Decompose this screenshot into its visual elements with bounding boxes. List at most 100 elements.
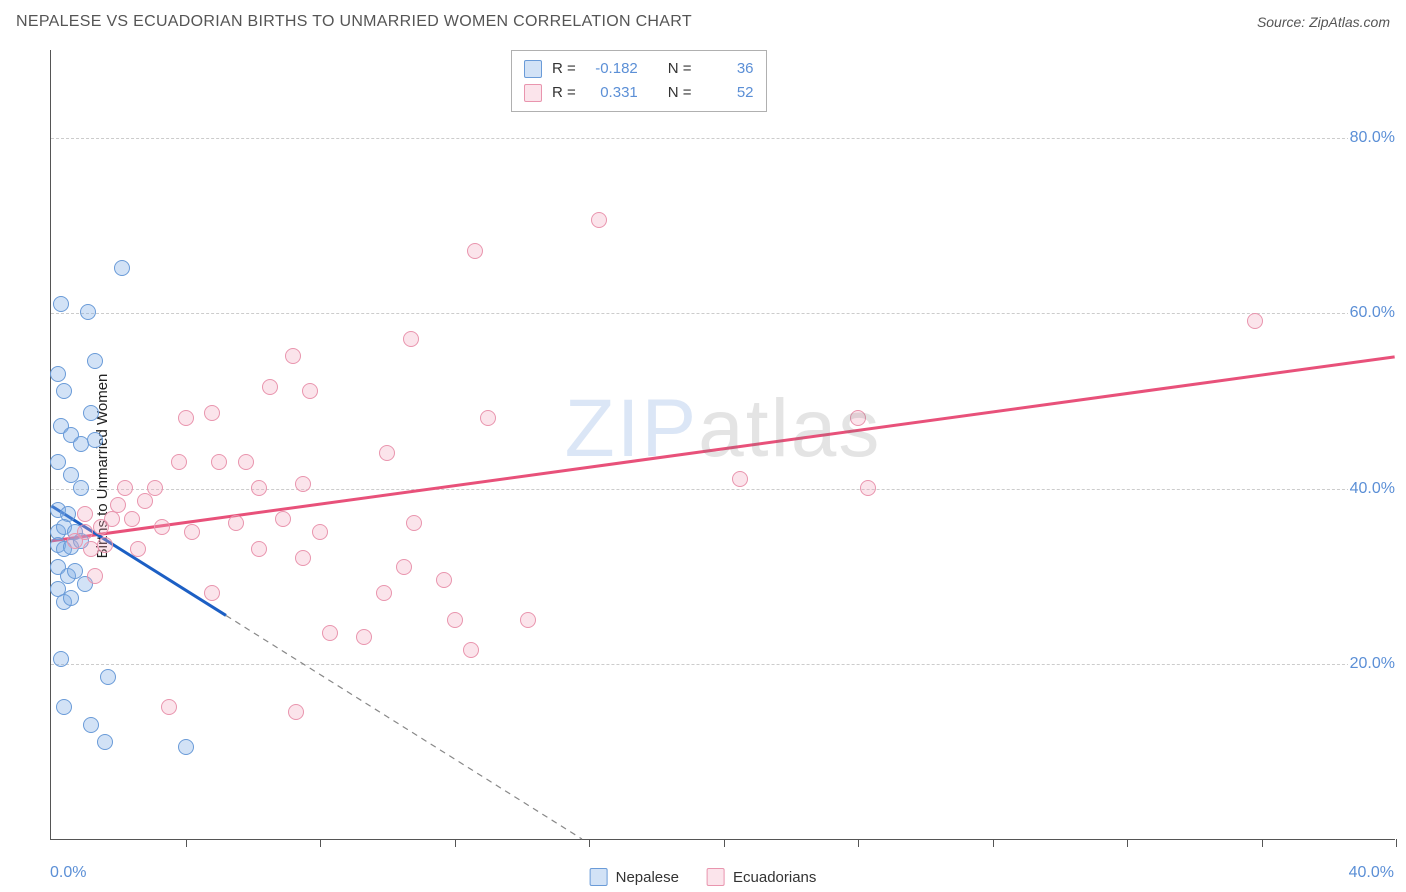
scatter-point-ecuadorians <box>124 511 140 527</box>
scatter-point-ecuadorians <box>77 506 93 522</box>
x-tick <box>1262 839 1263 847</box>
x-tick <box>858 839 859 847</box>
scatter-point-nepalese <box>178 739 194 755</box>
plot-region: R = -0.182 N = 36 R = 0.331 N = 52 ZIPat… <box>50 50 1395 840</box>
r-label: R = <box>552 57 576 81</box>
scatter-point-ecuadorians <box>154 519 170 535</box>
nepalese-r-value: -0.182 <box>586 57 638 81</box>
scatter-point-ecuadorians <box>87 568 103 584</box>
scatter-point-ecuadorians <box>520 612 536 628</box>
scatter-point-ecuadorians <box>288 704 304 720</box>
scatter-point-ecuadorians <box>302 383 318 399</box>
scatter-point-ecuadorians <box>110 497 126 513</box>
scatter-point-nepalese <box>87 432 103 448</box>
x-tick <box>320 839 321 847</box>
scatter-point-nepalese <box>100 669 116 685</box>
scatter-point-ecuadorians <box>171 454 187 470</box>
legend-item-ecuadorians: Ecuadorians <box>707 868 816 886</box>
scatter-point-ecuadorians <box>403 331 419 347</box>
legend-label-ecuadorians: Ecuadorians <box>733 869 816 886</box>
scatter-point-ecuadorians <box>480 410 496 426</box>
scatter-point-ecuadorians <box>436 572 452 588</box>
scatter-point-ecuadorians <box>447 612 463 628</box>
scatter-point-ecuadorians <box>184 524 200 540</box>
x-tick <box>993 839 994 847</box>
x-axis-min-label: 0.0% <box>50 864 86 882</box>
legend-item-nepalese: Nepalese <box>590 868 679 886</box>
r-label: R = <box>552 81 576 105</box>
scatter-point-ecuadorians <box>117 480 133 496</box>
scatter-point-nepalese <box>50 366 66 382</box>
scatter-point-ecuadorians <box>396 559 412 575</box>
scatter-point-ecuadorians <box>161 699 177 715</box>
scatter-point-nepalese <box>56 383 72 399</box>
stats-row-ecuadorians: R = 0.331 N = 52 <box>524 81 754 105</box>
scatter-point-ecuadorians <box>322 625 338 641</box>
ecuadorians-n-value: 52 <box>702 81 754 105</box>
n-label: N = <box>668 57 692 81</box>
scatter-point-ecuadorians <box>137 493 153 509</box>
scatter-point-ecuadorians <box>204 585 220 601</box>
scatter-point-ecuadorians <box>238 454 254 470</box>
scatter-point-nepalese <box>80 304 96 320</box>
scatter-point-ecuadorians <box>67 533 83 549</box>
trend-line <box>226 615 582 839</box>
x-tick <box>589 839 590 847</box>
scatter-point-nepalese <box>83 717 99 733</box>
scatter-point-ecuadorians <box>376 585 392 601</box>
scatter-point-nepalese <box>63 590 79 606</box>
trend-line <box>51 357 1394 541</box>
x-tick <box>186 839 187 847</box>
chart-title: NEPALESE VS ECUADORIAN BIRTHS TO UNMARRI… <box>16 13 692 31</box>
scatter-point-nepalese <box>97 734 113 750</box>
bottom-legend: Nepalese Ecuadorians <box>590 868 817 886</box>
scatter-point-nepalese <box>73 480 89 496</box>
scatter-point-ecuadorians <box>312 524 328 540</box>
scatter-point-ecuadorians <box>379 445 395 461</box>
scatter-point-ecuadorians <box>228 515 244 531</box>
source-attribution: Source: ZipAtlas.com <box>1257 14 1390 30</box>
scatter-point-ecuadorians <box>285 348 301 364</box>
scatter-point-ecuadorians <box>1247 313 1263 329</box>
scatter-point-ecuadorians <box>356 629 372 645</box>
x-tick <box>1127 839 1128 847</box>
scatter-point-ecuadorians <box>467 243 483 259</box>
scatter-point-ecuadorians <box>178 410 194 426</box>
scatter-point-nepalese <box>87 353 103 369</box>
legend-swatch-ecuadorians <box>707 868 725 886</box>
scatter-point-ecuadorians <box>406 515 422 531</box>
stats-row-nepalese: R = -0.182 N = 36 <box>524 57 754 81</box>
scatter-point-nepalese <box>83 405 99 421</box>
trend-lines-layer <box>51 50 1395 839</box>
swatch-nepalese <box>524 60 542 78</box>
scatter-point-ecuadorians <box>97 537 113 553</box>
scatter-point-ecuadorians <box>591 212 607 228</box>
swatch-ecuadorians <box>524 84 542 102</box>
scatter-point-ecuadorians <box>262 379 278 395</box>
chart-area: Births to Unmarried Women R = -0.182 N =… <box>0 40 1406 892</box>
scatter-point-ecuadorians <box>295 476 311 492</box>
scatter-point-ecuadorians <box>211 454 227 470</box>
stats-legend-box: R = -0.182 N = 36 R = 0.331 N = 52 <box>511 50 767 112</box>
x-tick <box>455 839 456 847</box>
scatter-point-ecuadorians <box>251 541 267 557</box>
scatter-point-nepalese <box>53 296 69 312</box>
n-label: N = <box>668 81 692 105</box>
nepalese-n-value: 36 <box>702 57 754 81</box>
legend-swatch-nepalese <box>590 868 608 886</box>
scatter-point-ecuadorians <box>463 642 479 658</box>
scatter-point-ecuadorians <box>204 405 220 421</box>
legend-label-nepalese: Nepalese <box>616 869 679 886</box>
scatter-point-ecuadorians <box>251 480 267 496</box>
scatter-point-nepalese <box>56 699 72 715</box>
x-tick <box>1396 839 1397 847</box>
x-tick <box>724 839 725 847</box>
ecuadorians-r-value: 0.331 <box>586 81 638 105</box>
scatter-point-ecuadorians <box>732 471 748 487</box>
scatter-point-ecuadorians <box>295 550 311 566</box>
scatter-point-ecuadorians <box>860 480 876 496</box>
scatter-point-ecuadorians <box>850 410 866 426</box>
scatter-point-nepalese <box>50 454 66 470</box>
scatter-point-nepalese <box>114 260 130 276</box>
scatter-point-ecuadorians <box>275 511 291 527</box>
